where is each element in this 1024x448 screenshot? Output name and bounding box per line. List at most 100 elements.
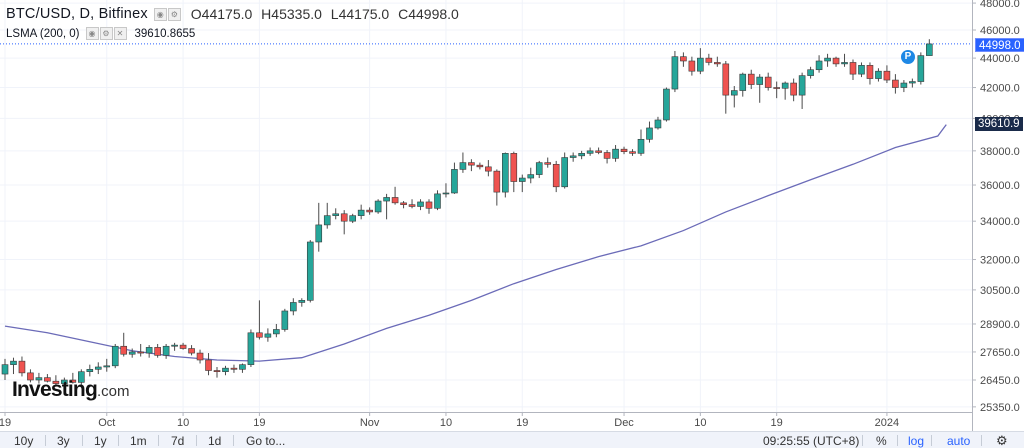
- candle[interactable]: [502, 152, 509, 198]
- candle[interactable]: [349, 213, 356, 224]
- candle[interactable]: [459, 152, 467, 173]
- candle[interactable]: [281, 308, 289, 332]
- p-badge-icon[interactable]: P: [901, 50, 915, 64]
- goto-button[interactable]: Go to...: [246, 434, 286, 448]
- candle[interactable]: [815, 55, 823, 73]
- candle[interactable]: [357, 204, 365, 220]
- candle[interactable]: [374, 199, 382, 214]
- candle[interactable]: [154, 343, 161, 358]
- candle[interactable]: [315, 202, 323, 252]
- candle[interactable]: [366, 207, 373, 215]
- candle[interactable]: [171, 342, 178, 351]
- candle[interactable]: [145, 345, 153, 358]
- candle[interactable]: [764, 72, 772, 91]
- indicator-name[interactable]: LSMA (200, 0): [6, 27, 80, 40]
- candle[interactable]: [290, 298, 297, 316]
- candle[interactable]: [926, 39, 933, 56]
- candle[interactable]: [391, 186, 399, 205]
- candle[interactable]: [586, 147, 594, 156]
- timezone-button[interactable]: (UTC+8): [813, 434, 860, 448]
- candle[interactable]: [747, 69, 755, 90]
- candle[interactable]: [671, 50, 679, 93]
- candle[interactable]: [578, 150, 585, 160]
- candle[interactable]: [10, 357, 17, 375]
- candle[interactable]: [773, 81, 780, 99]
- candle[interactable]: [875, 68, 882, 82]
- candle[interactable]: [807, 66, 814, 79]
- candle[interactable]: [451, 162, 458, 194]
- candle[interactable]: [408, 199, 416, 209]
- candle[interactable]: [196, 349, 204, 364]
- candle[interactable]: [917, 52, 925, 85]
- candle[interactable]: [595, 147, 602, 155]
- candle[interactable]: [637, 129, 645, 156]
- eye-icon[interactable]: ◉: [85, 27, 99, 40]
- candle[interactable]: [561, 152, 568, 189]
- candle[interactable]: [832, 56, 840, 67]
- candle[interactable]: [120, 332, 128, 357]
- candle[interactable]: [1, 358, 9, 380]
- candle[interactable]: [714, 56, 721, 67]
- candle[interactable]: [205, 353, 212, 376]
- candle[interactable]: [222, 365, 229, 376]
- candle[interactable]: [705, 53, 713, 66]
- candle[interactable]: [909, 78, 916, 88]
- range-3y-button[interactable]: 3y: [57, 434, 70, 448]
- candle[interactable]: [162, 343, 170, 359]
- symbol-label[interactable]: BTC/USD, D, Bitfinex: [6, 6, 148, 22]
- candle[interactable]: [103, 358, 111, 372]
- candle[interactable]: [18, 356, 26, 377]
- candle[interactable]: [468, 159, 475, 172]
- candle[interactable]: [756, 74, 764, 103]
- candle[interactable]: [188, 345, 195, 356]
- candle[interactable]: [518, 174, 526, 193]
- auto-toggle[interactable]: auto: [947, 434, 971, 448]
- candle[interactable]: [493, 169, 501, 206]
- candle[interactable]: [239, 363, 246, 373]
- candle[interactable]: [866, 62, 874, 85]
- candle[interactable]: [527, 167, 535, 184]
- candle[interactable]: [476, 162, 484, 170]
- candle[interactable]: [620, 146, 628, 155]
- candle[interactable]: [44, 374, 51, 383]
- candle[interactable]: [264, 328, 272, 342]
- candle[interactable]: [323, 202, 331, 229]
- candle[interactable]: [654, 116, 662, 130]
- candle[interactable]: [900, 80, 908, 93]
- candle[interactable]: [569, 152, 577, 162]
- candle[interactable]: [111, 343, 119, 369]
- candle[interactable]: [730, 86, 738, 108]
- percent-toggle[interactable]: %: [876, 434, 887, 448]
- candle[interactable]: [298, 298, 306, 307]
- candle[interactable]: [27, 369, 34, 383]
- candle[interactable]: [340, 210, 348, 235]
- candle[interactable]: [781, 81, 789, 100]
- candle[interactable]: [722, 60, 730, 114]
- candle[interactable]: [629, 149, 636, 156]
- range-1m-button[interactable]: 1m: [130, 434, 147, 448]
- candle[interactable]: [688, 56, 696, 76]
- candle[interactable]: [552, 160, 560, 193]
- candle[interactable]: [128, 348, 136, 358]
- range-1y-button[interactable]: 1y: [94, 434, 107, 448]
- candle[interactable]: [400, 201, 407, 209]
- candle[interactable]: [798, 72, 806, 109]
- close-icon[interactable]: ✕: [113, 27, 127, 40]
- gear-icon[interactable]: ⚙: [167, 7, 181, 21]
- candle[interactable]: [603, 150, 611, 164]
- candle[interactable]: [883, 65, 891, 84]
- candle[interactable]: [256, 300, 263, 340]
- candle[interactable]: [69, 372, 77, 384]
- range-10y-button[interactable]: 10y: [14, 434, 34, 448]
- candle[interactable]: [230, 364, 238, 373]
- candle[interactable]: [61, 377, 68, 388]
- candle[interactable]: [417, 199, 424, 211]
- candle[interactable]: [841, 53, 848, 67]
- log-toggle[interactable]: log: [908, 434, 925, 448]
- gear-icon[interactable]: ⚙: [996, 433, 1008, 448]
- candle[interactable]: [179, 342, 187, 350]
- candle[interactable]: [425, 199, 433, 214]
- candle[interactable]: [306, 240, 314, 303]
- range-1d-button[interactable]: 1d: [208, 434, 222, 448]
- candle[interactable]: [680, 52, 687, 67]
